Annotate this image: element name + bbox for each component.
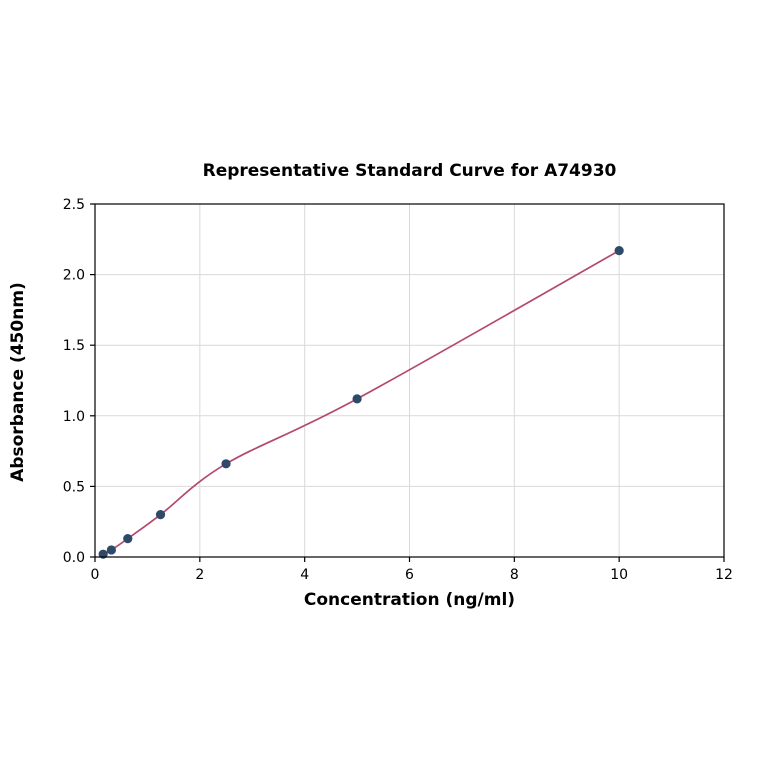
data-point	[106, 545, 116, 555]
data-point	[221, 459, 231, 469]
x-tick-label: 4	[300, 567, 309, 583]
y-axis-label: Absorbance (450nm)	[8, 282, 28, 482]
x-tick-label: 2	[195, 567, 204, 583]
y-tick-label: 2.5	[63, 197, 85, 213]
chart-title: Representative Standard Curve for A74930	[202, 161, 617, 181]
data-point	[123, 534, 133, 544]
x-tick-label: 10	[610, 567, 628, 583]
data-point	[352, 394, 362, 404]
y-tick-label: 1.0	[63, 409, 85, 425]
x-tick-label: 12	[715, 567, 733, 583]
data-point	[614, 245, 624, 256]
x-axis-label: Concentration (ng/ml)	[303, 590, 516, 610]
fit-line	[102, 249, 620, 555]
x-tick-label: 6	[405, 567, 414, 583]
x-tick-label: 0	[91, 567, 100, 583]
y-tick-label: 0.0	[63, 550, 85, 566]
data-point	[155, 510, 166, 520]
x-tick-label: 8	[510, 567, 519, 583]
y-tick-label: 1.5	[63, 338, 85, 354]
y-tick-label: 0.5	[63, 479, 85, 495]
y-tick-label: 2.0	[63, 268, 85, 284]
